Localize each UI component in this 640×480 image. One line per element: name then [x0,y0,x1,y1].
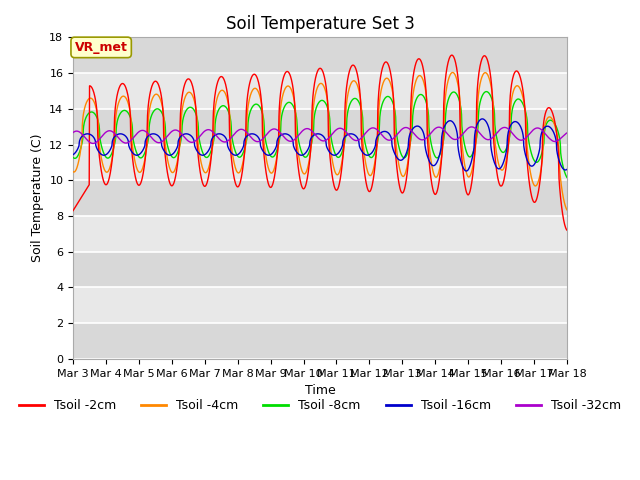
Tsoil -4cm [350,78,358,84]
Bar [73,144,567,180]
Bar [73,73,567,109]
Tsoil -16cm [298,152,305,158]
Line: Tsoil -32cm: Tsoil -32cm [73,127,567,144]
Tsoil -8cm [298,150,305,156]
Tsoil -2cm [563,227,571,233]
Tsoil -16cm [289,138,297,144]
Tsoil -8cm [108,152,115,157]
Tsoil -2cm [69,208,77,214]
Tsoil -4cm [127,124,135,130]
Bar [73,37,567,73]
Tsoil -2cm [108,164,115,170]
Tsoil -16cm [108,144,115,150]
Tsoil -8cm [483,89,490,95]
Bar [73,323,567,359]
Tsoil -2cm [350,63,358,69]
Tsoil -4cm [108,160,115,166]
Y-axis label: Soil Temperature (C): Soil Temperature (C) [31,134,44,263]
Tsoil -8cm [289,102,297,108]
Line: Tsoil -8cm: Tsoil -8cm [73,92,567,178]
Tsoil -32cm [108,128,115,134]
Tsoil -4cm [563,207,571,213]
Tsoil -32cm [128,137,136,143]
Line: Tsoil -4cm: Tsoil -4cm [73,72,567,210]
Text: VR_met: VR_met [75,41,127,54]
Bar [73,216,567,252]
Tsoil -4cm [69,169,77,175]
Tsoil -16cm [479,116,486,122]
Tsoil -8cm [69,155,77,160]
Tsoil -8cm [127,118,135,124]
Tsoil -4cm [289,91,297,97]
Tsoil -4cm [279,93,287,99]
Tsoil -2cm [298,183,305,189]
Tsoil -2cm [448,52,456,58]
Tsoil -16cm [127,148,135,154]
Tsoil -16cm [350,132,358,138]
Tsoil -4cm [298,167,305,173]
Tsoil -16cm [279,132,287,137]
Tsoil -4cm [449,70,456,75]
Tsoil -2cm [279,78,287,84]
Tsoil -16cm [463,168,470,174]
Tsoil -32cm [468,124,476,130]
X-axis label: Time: Time [305,384,335,397]
Tsoil -2cm [289,84,297,90]
Tsoil -32cm [69,130,77,135]
Bar [73,288,567,323]
Tsoil -32cm [298,129,306,134]
Tsoil -8cm [350,96,358,101]
Tsoil -16cm [69,152,77,157]
Title: Soil Temperature Set 3: Soil Temperature Set 3 [225,15,415,33]
Bar [73,252,567,288]
Line: Tsoil -16cm: Tsoil -16cm [73,119,567,171]
Tsoil -2cm [127,144,135,149]
Tsoil -32cm [279,133,287,139]
Tsoil -32cm [289,138,297,144]
Tsoil -32cm [563,130,571,136]
Tsoil -16cm [563,167,571,172]
Line: Tsoil -2cm: Tsoil -2cm [73,55,567,230]
Bar [73,109,567,144]
Tsoil -32cm [351,137,358,143]
Tsoil -8cm [563,175,571,180]
Legend: Tsoil -2cm, Tsoil -4cm, Tsoil -8cm, Tsoil -16cm, Tsoil -32cm: Tsoil -2cm, Tsoil -4cm, Tsoil -8cm, Tsoi… [14,394,626,417]
Tsoil -8cm [279,109,287,115]
Tsoil -32cm [89,141,97,146]
Bar [73,180,567,216]
